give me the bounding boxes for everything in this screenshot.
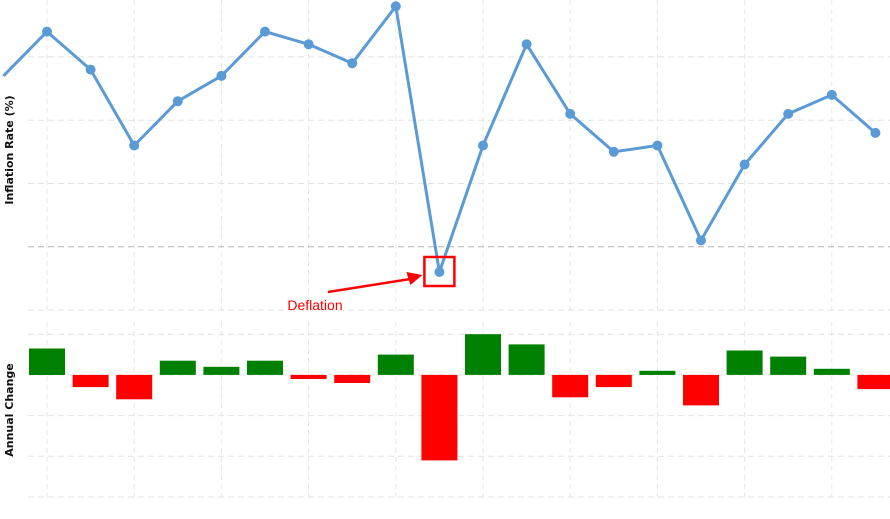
annual-change-bar <box>29 348 65 375</box>
inflation-point <box>216 70 227 81</box>
inflation-point <box>739 159 750 170</box>
annual-change-bar <box>465 334 501 375</box>
annual-change-bar <box>290 374 327 379</box>
annual-change-bar-panel <box>29 334 890 461</box>
deflation-label: Deflation <box>287 297 342 313</box>
annual-change-bar <box>726 350 763 375</box>
annual-change-bar <box>770 356 807 375</box>
inflation-point <box>783 108 794 119</box>
annual-change-bar <box>247 360 283 375</box>
inflation-point <box>826 89 837 100</box>
inflation-axis-title: Inflation Rate (%) <box>3 95 16 204</box>
annual-change-bar <box>72 374 109 388</box>
inflation-point <box>652 140 663 151</box>
inflation-point <box>347 58 358 69</box>
inflation-point <box>129 140 140 151</box>
inflation-point <box>303 39 314 50</box>
inflation-point <box>870 127 881 138</box>
inflation-point <box>434 267 445 277</box>
inflation-point <box>172 96 183 107</box>
annual-change-bar <box>203 366 240 375</box>
annual-change-bar <box>377 354 414 375</box>
inflation-point <box>608 146 619 157</box>
inflation-point <box>42 26 52 37</box>
annual-change-bar <box>552 374 589 398</box>
annual-change-bar <box>813 368 850 375</box>
annual-change-bar <box>116 374 153 400</box>
annual-change-bar <box>421 374 458 461</box>
inflation-point <box>390 1 401 12</box>
inflation-point <box>565 108 576 119</box>
inflation-line-panel <box>2 1 881 277</box>
inflation-point <box>521 39 532 50</box>
annual-change-bar <box>159 360 196 375</box>
inflation-point <box>260 26 270 37</box>
annual-change-axis-title: Annual Change <box>3 363 16 457</box>
inflation-point <box>696 235 706 246</box>
deflation-annotation: Deflation <box>287 255 456 313</box>
deflation-highlight-box <box>423 255 456 288</box>
annual-change-bar <box>639 370 676 375</box>
annual-change-bar <box>683 374 719 406</box>
inflation-point <box>85 64 96 75</box>
inflation-point <box>478 140 488 151</box>
annual-change-bar <box>595 374 632 388</box>
deflation-arrowhead <box>406 272 423 285</box>
grid <box>28 0 890 498</box>
annual-change-bar <box>857 374 890 390</box>
annual-change-bar <box>334 374 371 383</box>
annual-change-bar <box>508 344 545 375</box>
deflation-arrow <box>327 277 411 294</box>
